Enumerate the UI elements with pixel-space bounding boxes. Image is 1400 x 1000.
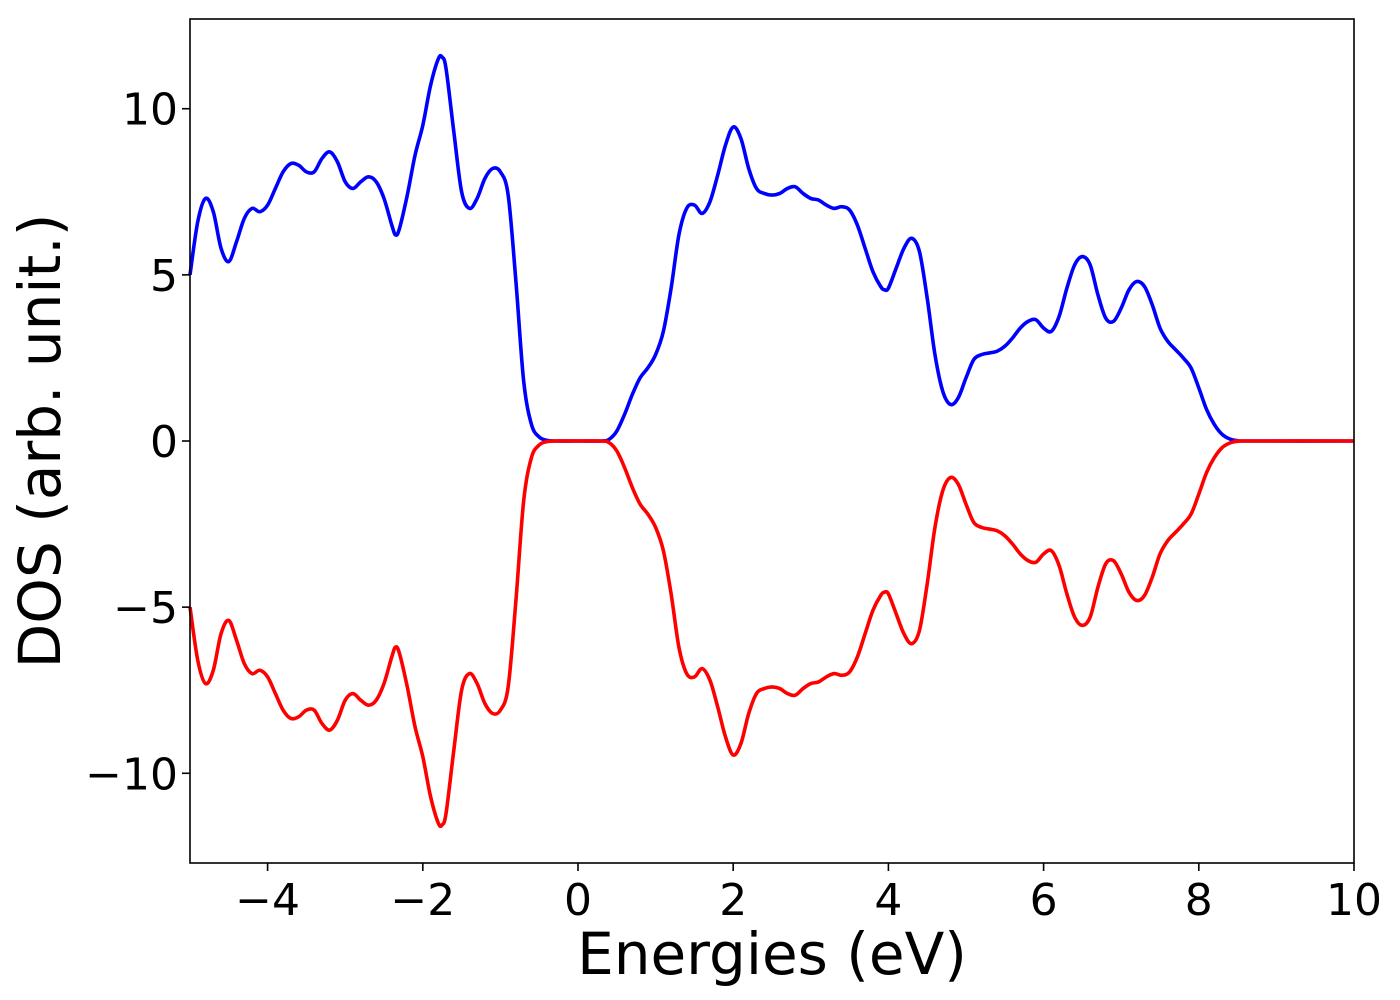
y-tick-label: 10 — [122, 85, 178, 136]
x-tick-label: −2 — [390, 875, 455, 926]
x-axis-title: Energies (eV) — [577, 920, 967, 988]
x-axis-ticks: −4 −2 0 2 4 6 8 10 — [235, 863, 1382, 926]
x-tick-label: 0 — [564, 875, 592, 926]
plot-frame — [189, 18, 1355, 864]
y-axis-ticks: 10 5 0 −5 −10 — [85, 85, 190, 800]
y-tick-label: −5 — [113, 583, 178, 634]
x-tick-label: −4 — [235, 875, 300, 926]
x-tick-label: 8 — [1185, 875, 1213, 926]
y-tick-label: −10 — [85, 749, 178, 800]
y-tick-label: 5 — [150, 251, 178, 302]
x-tick-label: 4 — [874, 875, 902, 926]
x-tick-label: 6 — [1030, 875, 1058, 926]
y-tick-label: 0 — [150, 417, 178, 468]
series-layer — [188, 53, 1355, 829]
y-axis-title: DOS (arb. unit.) — [6, 214, 74, 669]
series-line-0 — [188, 53, 1355, 443]
x-tick-label: 10 — [1326, 875, 1382, 926]
series-line-1 — [188, 439, 1355, 829]
x-tick-label: 2 — [719, 875, 747, 926]
